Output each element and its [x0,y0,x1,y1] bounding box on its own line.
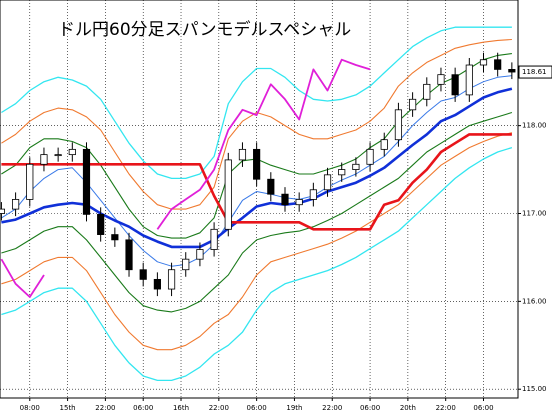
candle-body [12,199,20,210]
candle-body [196,249,204,260]
candle-body [380,139,388,150]
candle-body [281,193,289,206]
last-price-label: 118.61 [522,68,547,76]
y-tick-label: 116.00 [522,297,547,305]
candle-body [167,269,176,290]
candle-body [125,239,133,271]
series-line [1,132,513,351]
candle-body [352,163,360,170]
candle-body [210,228,218,250]
candle-body [111,234,119,241]
candle-body [0,208,6,214]
candle-body [253,148,261,180]
x-tick-label: 06:00 [473,404,493,412]
candles [0,52,516,297]
candle-body [295,199,303,206]
candle-body [437,74,445,85]
y-tick-label: 115.00 [522,385,547,393]
candle-body [323,174,332,191]
candle-body [267,178,275,195]
candle-body [82,148,91,215]
candle-body [54,154,62,157]
series-line [1,38,512,210]
series-line [0,58,371,298]
x-tick-label: 22:00 [436,404,456,412]
candle-body [224,159,232,230]
candle-body [494,59,502,70]
y-tick-label: 118.00 [522,122,547,130]
candle-body [394,109,403,141]
x-tick-label: 06:00 [247,404,267,412]
last-price-box [518,65,552,79]
candle-body [139,269,147,280]
candle-body [451,74,459,96]
x-tick-label: 16th [173,404,189,412]
x-tick-label: 19th [286,404,302,412]
candle-body [409,98,417,111]
candle-body [366,148,374,165]
candle-body [153,278,161,290]
candle-body [508,69,516,73]
x-tick-label: 22:00 [95,404,115,412]
plot-frame [0,0,519,399]
series-line [1,26,512,180]
candle-body [423,83,431,100]
series-line [1,146,513,382]
candle-body [309,189,317,200]
candle-body [40,154,48,165]
candle-body [238,148,247,161]
candle-body [26,163,34,200]
x-tick-label: 22:00 [209,404,229,412]
grid [0,0,518,398]
y-tick-label: 117.00 [522,209,547,217]
x-tick-label: 06:00 [360,404,380,412]
candle-body [182,258,190,271]
candle-body [479,59,488,66]
chart-title: ドル円60分足スパンモデルスペシャル [58,19,351,40]
candle-body [338,169,346,176]
candle-body [97,213,105,235]
x-tick-label: 06:00 [133,404,153,412]
axes: 115.00 116.00 117.00 118.00 08:00 15th 22:00 06… [20,65,552,412]
x-tick-label: 22:00 [322,404,342,412]
series-line [1,111,513,313]
x-tick-label: 20th [400,404,416,412]
x-tick-label: 08:00 [20,404,40,412]
candle-body [68,148,76,156]
x-tick-label: 15th [60,404,76,412]
candle-body [465,64,473,96]
